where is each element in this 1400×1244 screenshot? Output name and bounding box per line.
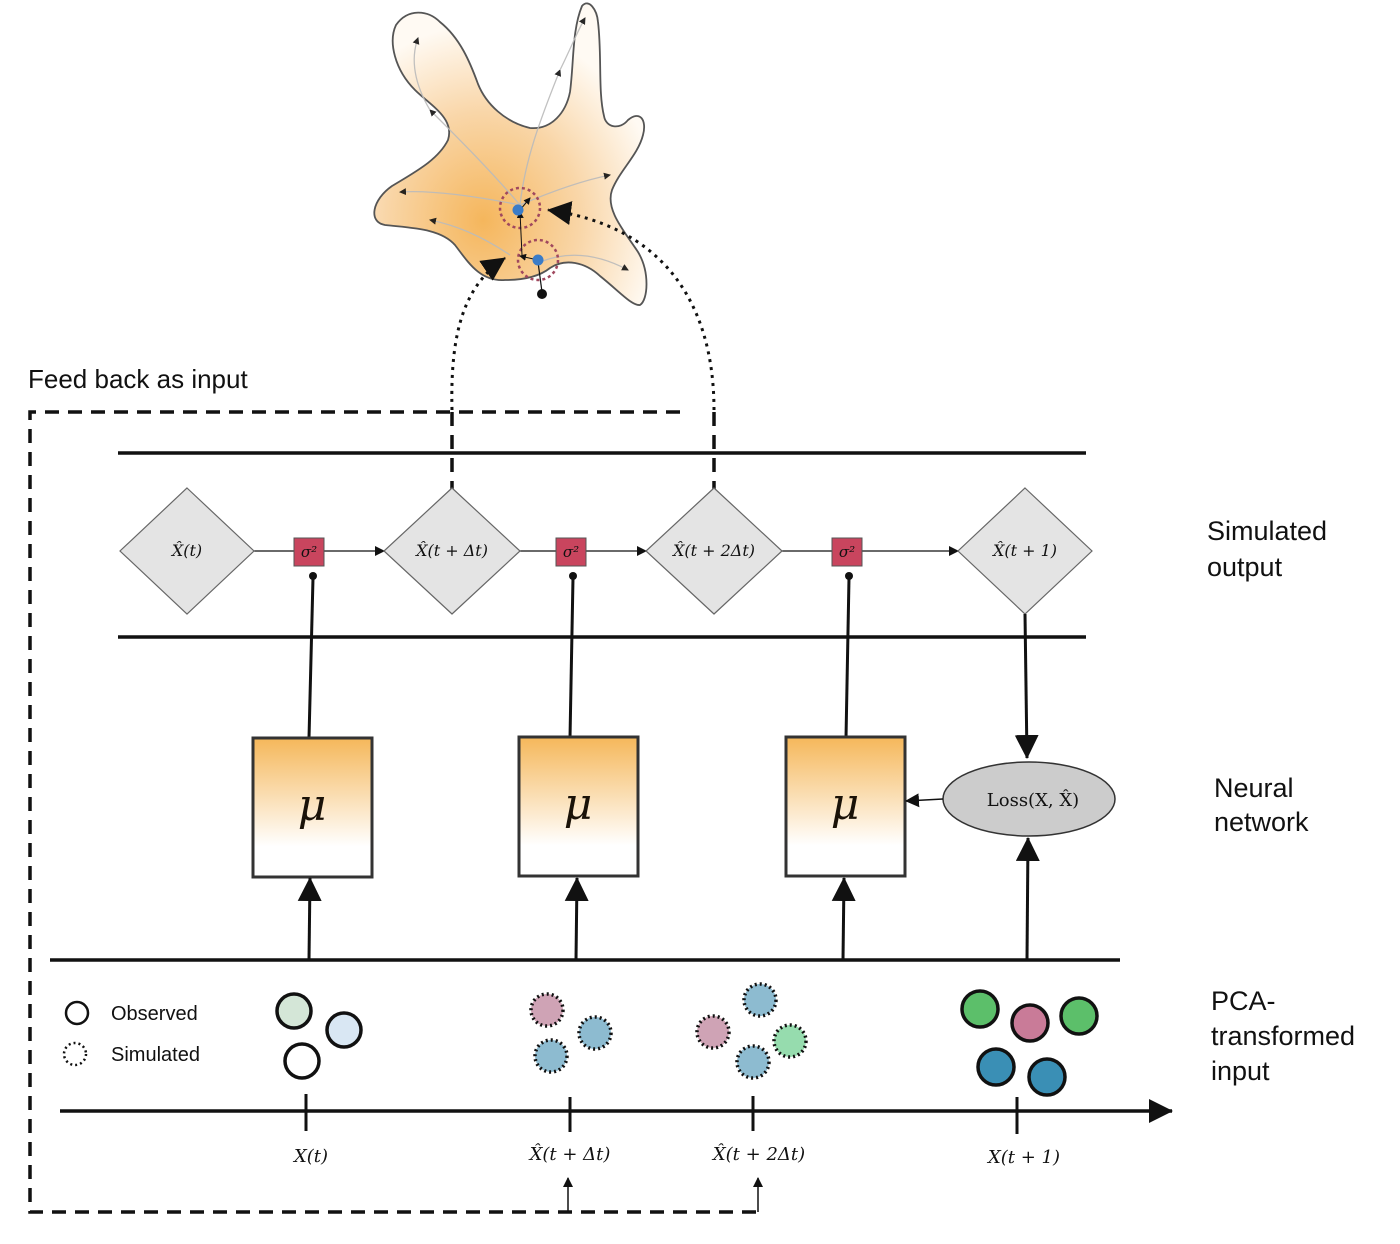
svg-text:input: input <box>1211 1056 1270 1086</box>
side-label-pca-input: PCA- transformed input <box>1211 986 1355 1086</box>
feedback-loop <box>28 410 758 1214</box>
cell-body <box>373 2 648 306</box>
noise-label: σ² <box>301 543 317 561</box>
noise-node-0: σ² <box>293 537 325 567</box>
feedback-label: Feed back as input <box>28 364 248 394</box>
legend-simulated-label: Simulated <box>111 1044 200 1066</box>
cluster-observed-t1 <box>960 989 1099 1097</box>
noise-node-1: σ² <box>555 537 587 567</box>
axis-tick-label-3: X(t + 1) <box>986 1147 1060 1168</box>
cluster-observed-t <box>275 992 363 1080</box>
noise-label: σ² <box>563 543 579 561</box>
cluster-simulated-2dt <box>695 982 808 1080</box>
axis-ticks <box>304 1094 1019 1134</box>
axis-tick-label-1: X̂(t + Δt) <box>528 1143 611 1165</box>
network-to-noise-links <box>307 577 851 739</box>
trajectory-start-point <box>537 289 547 299</box>
input-to-network-arrows <box>297 837 1040 961</box>
svg-text:output: output <box>1207 552 1283 582</box>
output-node-label: X̂(t + 1) <box>991 541 1057 560</box>
network-label: μ <box>298 780 327 831</box>
flow-lines <box>399 17 629 271</box>
cell-point-simulated <box>512 204 524 216</box>
output-node-2: X̂(t + 2Δt) <box>645 487 783 615</box>
cell-illustration <box>373 2 648 306</box>
simulated-position-ring <box>498 186 542 230</box>
output-to-loss-arrow <box>1014 613 1039 759</box>
output-node-label: X̂(t) <box>170 541 202 560</box>
side-label-simulated-output: Simulated output <box>1207 516 1327 582</box>
cluster-simulated-dt <box>529 992 613 1074</box>
axis-tick-label-0: X(t) <box>292 1146 328 1167</box>
network-box-2: μ <box>784 735 907 878</box>
network-label: μ <box>831 779 860 830</box>
svg-text:PCA-: PCA- <box>1211 986 1276 1016</box>
output-node-label: X̂(t + Δt) <box>414 541 488 560</box>
axis-tick-label-2: X̂(t + 2Δt) <box>711 1143 805 1165</box>
arc-to-cell-left <box>450 256 506 411</box>
current-position-ring <box>516 238 560 282</box>
loss-to-network-arrow <box>905 793 944 808</box>
loss-label: Loss(X, X̂) <box>987 789 1079 811</box>
legend-simulated-swatch <box>62 1041 88 1067</box>
legend-observed-swatch <box>64 1000 90 1026</box>
noise-label: σ² <box>839 543 855 561</box>
output-node-0: X̂(t) <box>119 487 255 615</box>
svg-text:Simulated: Simulated <box>1207 516 1327 546</box>
output-node-1: X̂(t + Δt) <box>383 487 521 615</box>
output-node-3: X̂(t + 1) <box>957 487 1093 615</box>
svg-text:network: network <box>1214 807 1309 837</box>
cell-point-current <box>532 254 544 266</box>
side-label-neural-network: Neural network <box>1214 773 1309 837</box>
svg-text:Neural: Neural <box>1214 773 1294 803</box>
network-label: μ <box>564 779 593 830</box>
network-box-1: μ <box>517 735 640 878</box>
loss-node: Loss(X, X̂) <box>942 761 1116 837</box>
legend: Observed Simulated <box>62 1000 200 1067</box>
noise-node-2: σ² <box>831 537 863 567</box>
svg-text:transformed: transformed <box>1211 1021 1355 1051</box>
network-box-0: μ <box>251 736 374 879</box>
legend-observed-label: Observed <box>111 1003 198 1025</box>
output-node-label: X̂(t + 2Δt) <box>671 541 755 560</box>
arc-to-cell-right <box>547 201 716 411</box>
